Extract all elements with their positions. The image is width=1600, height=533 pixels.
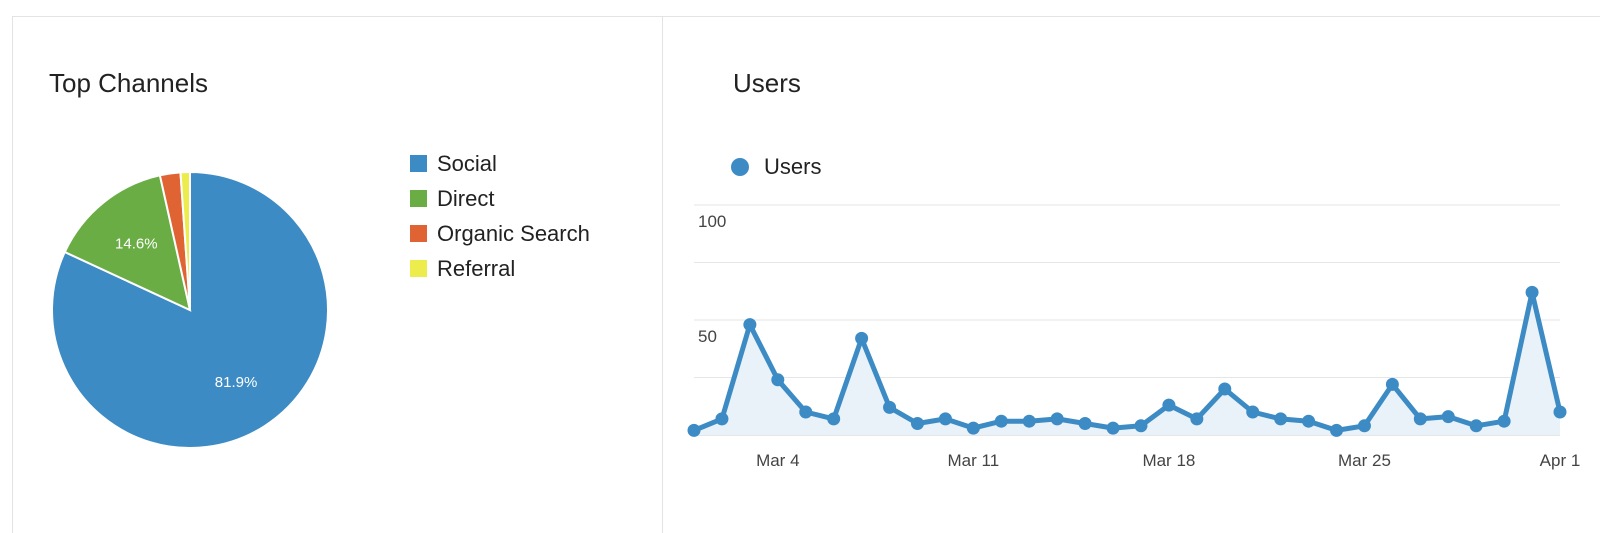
users-data-point[interactable] <box>1413 412 1427 426</box>
users-data-point[interactable] <box>827 412 841 426</box>
users-series-line <box>691 289 1563 433</box>
legend-item-organic-search[interactable]: Organic Search <box>410 216 590 251</box>
legend-label-direct: Direct <box>437 185 495 211</box>
pie-chart: 81.9% 14.6% <box>51 170 329 449</box>
users-data-point[interactable] <box>1553 405 1567 419</box>
line-legend[interactable]: Users <box>731 154 821 180</box>
users-data-point[interactable] <box>1078 417 1092 430</box>
pie-slice-direct[interactable] <box>63 174 192 312</box>
x-tick-label: Mar 11 <box>948 451 1000 470</box>
legend-swatch-social <box>410 155 427 172</box>
users-data-point[interactable] <box>1497 414 1511 428</box>
users-data-point[interactable] <box>994 414 1008 428</box>
legend-swatch-referral <box>410 260 427 277</box>
users-data-point[interactable] <box>687 423 701 437</box>
users-data-point[interactable] <box>1218 382 1232 396</box>
users-data-point[interactable] <box>771 373 785 387</box>
users-data-point[interactable] <box>1162 398 1176 412</box>
users-data-point[interactable] <box>1106 421 1120 435</box>
line-legend-label: Users <box>764 154 822 179</box>
legend-swatch-direct <box>410 190 427 207</box>
users-data-point[interactable] <box>1134 419 1148 433</box>
users-data-point[interactable] <box>1302 414 1316 428</box>
users-data-point[interactable] <box>715 412 729 426</box>
users-area-fill <box>694 292 1560 435</box>
x-tick-label: Apr 1 <box>1540 451 1581 470</box>
line-chart-title: Users <box>733 68 801 98</box>
x-tick-label: Mar 4 <box>756 451 799 470</box>
legend-item-direct[interactable]: Direct <box>410 181 590 216</box>
legend-item-social[interactable]: Social <box>410 146 590 181</box>
users-data-point[interactable] <box>1274 412 1288 426</box>
users-data-point[interactable] <box>1190 412 1204 426</box>
users-data-point[interactable] <box>1441 410 1455 424</box>
users-data-point[interactable] <box>1022 414 1036 428</box>
users-data-point[interactable] <box>743 318 757 332</box>
dashboard-frame <box>12 16 1600 533</box>
legend-label-organic-search: Organic Search <box>437 220 590 246</box>
legend-item-referral[interactable]: Referral <box>410 251 590 286</box>
users-data-point[interactable] <box>799 405 813 419</box>
users-data-point[interactable] <box>1330 423 1344 437</box>
y-tick-label: 100 <box>698 212 726 231</box>
users-data-point[interactable] <box>1385 377 1399 391</box>
pie-legend: Social Direct Organic Search Referral <box>410 146 590 286</box>
pie-slice-label-direct: 14.6% <box>115 235 158 252</box>
pie-slice-social[interactable] <box>51 170 329 449</box>
users-data-point[interactable] <box>966 421 980 435</box>
users-data-point[interactable] <box>1050 412 1064 426</box>
pie-slice-referral[interactable] <box>179 170 191 311</box>
legend-label-social: Social <box>437 150 497 176</box>
users-data-point[interactable] <box>1246 405 1260 419</box>
line-legend-dot <box>731 158 749 176</box>
users-data-point[interactable] <box>1469 419 1483 433</box>
users-data-point[interactable] <box>938 412 952 426</box>
panel-divider <box>662 16 663 533</box>
users-data-point[interactable] <box>1525 285 1539 299</box>
legend-swatch-organic-search <box>410 225 427 242</box>
pie-chart-title: Top Channels <box>49 68 208 98</box>
x-tick-label: Mar 25 <box>1338 451 1391 470</box>
users-data-point[interactable] <box>1357 419 1371 433</box>
users-data-point[interactable] <box>883 400 897 414</box>
users-data-point[interactable] <box>910 417 924 430</box>
x-tick-label: Mar 18 <box>1142 451 1195 470</box>
y-tick-label: 50 <box>698 327 717 346</box>
legend-label-referral: Referral <box>437 255 516 281</box>
pie-slice-label-social: 81.9% <box>215 374 258 391</box>
users-data-point[interactable] <box>855 331 869 345</box>
